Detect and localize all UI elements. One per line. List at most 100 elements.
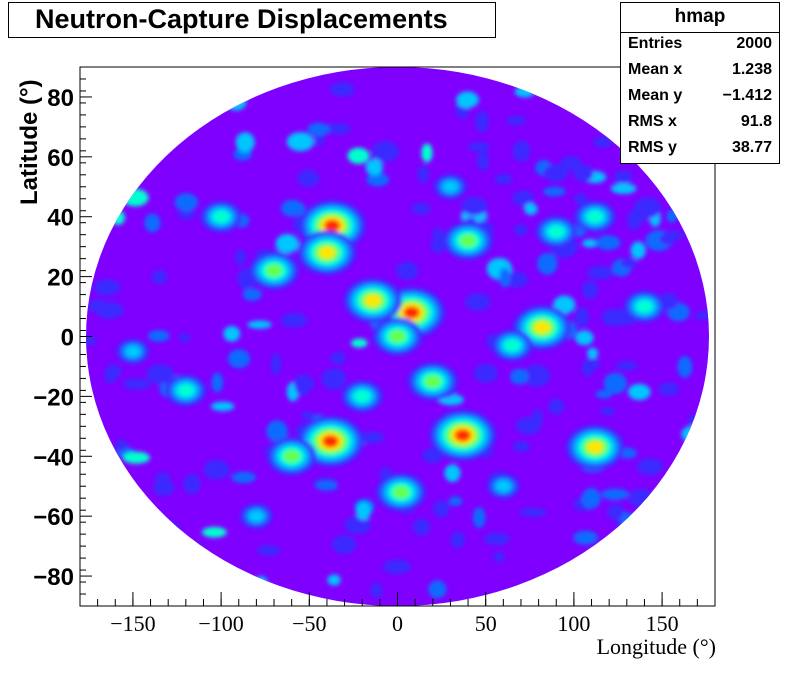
chart-title: Neutron-Capture Displacements (35, 4, 448, 34)
density-patch (472, 507, 486, 529)
x-tick-label: 0 (392, 611, 403, 636)
stats-row-rms-y: RMS y 38.77 (621, 139, 779, 165)
stats-label: RMS y (628, 139, 677, 156)
density-patch (370, 582, 382, 599)
y-tick-label: 0 (61, 325, 74, 352)
y-tick-label: −80 (33, 564, 74, 591)
density-patch (582, 280, 599, 299)
density-patch (86, 336, 97, 346)
density-patch (630, 241, 646, 260)
density-patch (231, 471, 257, 484)
density-patch (574, 307, 590, 327)
hotspot-level-4 (212, 210, 230, 223)
density-patch (493, 551, 505, 563)
density-patch (639, 552, 661, 574)
density-patch (104, 364, 122, 379)
density-patch (327, 574, 341, 586)
density-patch (297, 169, 320, 187)
density-patch (543, 164, 569, 182)
density-patch (587, 266, 615, 280)
density-patch (112, 123, 140, 145)
density-patch (294, 374, 310, 396)
density-patch (86, 459, 106, 471)
density-patch (122, 188, 149, 207)
density-patch (475, 110, 489, 133)
stats-label: Mean y (628, 87, 683, 104)
density-patch (115, 439, 128, 451)
density-patch (629, 488, 653, 508)
density-patch (214, 576, 237, 590)
stats-row-mean-x: Mean x 1.238 (621, 61, 779, 87)
density-patch (86, 114, 101, 131)
stats-label: Entries (628, 35, 683, 52)
density-patch (254, 576, 269, 594)
hotspot-level-6 (533, 321, 551, 334)
density-patch (202, 526, 227, 538)
hotspot-level-3 (495, 480, 512, 493)
density-patch (512, 140, 531, 162)
density-patch (633, 197, 662, 219)
density-patch (178, 333, 191, 342)
y-tick-label: −60 (33, 504, 74, 531)
density-patch (351, 338, 368, 348)
density-patch (307, 122, 330, 136)
x-tick-label: 150 (646, 611, 679, 636)
hotspot-level-6 (364, 294, 382, 307)
density-patch (332, 535, 357, 554)
density-patch (610, 183, 637, 194)
density-patch (366, 172, 390, 187)
density-patch (677, 356, 693, 378)
density-patch (257, 545, 281, 556)
density-patch (87, 468, 99, 490)
density-patch (105, 517, 118, 526)
density-patch (494, 173, 512, 185)
density-patch (146, 364, 175, 385)
density-patch (499, 267, 511, 288)
density-patch (582, 239, 598, 248)
density-patch (620, 258, 638, 269)
density-patch (275, 233, 299, 254)
density-patch (573, 530, 598, 545)
density-patch (444, 464, 461, 482)
density-patch (619, 513, 643, 526)
density-patch (430, 237, 445, 254)
density-patch (428, 580, 447, 599)
density-patch (663, 563, 689, 580)
density-patch (600, 406, 615, 416)
density-patch (450, 531, 465, 549)
hotspot-level-7 (454, 429, 471, 442)
stats-value: 38.77 (731, 139, 772, 156)
density-patch (658, 382, 680, 396)
density-patch (321, 368, 347, 390)
stats-value: 91.8 (740, 113, 772, 130)
density-patch (270, 353, 281, 376)
density-patch (223, 325, 241, 342)
density-patch (411, 202, 431, 215)
density-patch (226, 93, 247, 111)
density-patch (514, 86, 535, 98)
density-patch (543, 186, 566, 197)
density-patch (168, 121, 188, 137)
hotspot-level-5 (265, 264, 283, 277)
stats-value: 2000 (736, 35, 772, 52)
density-patch (690, 561, 709, 583)
density-patch (417, 165, 429, 183)
density-patch (129, 532, 152, 552)
hotspot-level-7 (322, 435, 339, 448)
density-patch (93, 474, 106, 496)
density-patch (301, 411, 314, 420)
density-patch (613, 170, 633, 184)
density-patch (659, 233, 678, 246)
hotspot-level-7 (403, 306, 420, 319)
density-patch (204, 569, 218, 583)
density-patch (614, 316, 636, 325)
density-patch (661, 554, 678, 568)
density-patch (155, 472, 170, 484)
density-patch (628, 383, 651, 401)
density-patch (615, 361, 638, 371)
density-patch (688, 414, 702, 427)
density-patch (88, 299, 108, 313)
density-patch (519, 507, 547, 517)
density-patch (697, 548, 708, 557)
